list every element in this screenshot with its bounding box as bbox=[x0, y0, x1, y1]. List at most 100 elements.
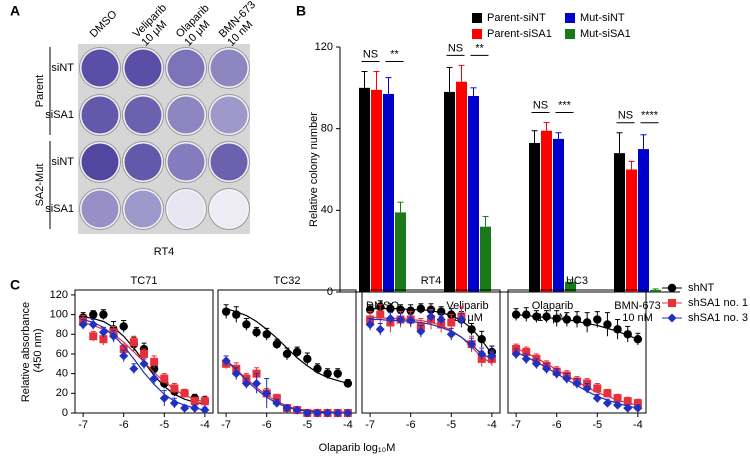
colonies bbox=[210, 143, 248, 181]
bar bbox=[468, 96, 479, 292]
bar bbox=[553, 138, 564, 292]
data-point bbox=[633, 335, 643, 344]
legend-label: Mut-siNT bbox=[580, 12, 625, 24]
significance-label: *** bbox=[558, 99, 572, 111]
bar bbox=[480, 226, 491, 292]
data-point bbox=[542, 364, 552, 374]
data-point bbox=[282, 349, 292, 359]
data-point bbox=[562, 315, 572, 324]
row-label: siNT bbox=[51, 62, 74, 74]
x-tick-label: -7 bbox=[78, 419, 88, 431]
significance-label: NS bbox=[618, 110, 633, 122]
data-point bbox=[521, 354, 531, 364]
bar bbox=[626, 169, 637, 292]
data-point bbox=[89, 332, 98, 341]
data-point bbox=[426, 312, 436, 322]
plot-frame bbox=[217, 289, 357, 414]
plot-frame bbox=[507, 289, 647, 414]
x-tick-label: BMN-673 10 nM bbox=[614, 300, 660, 324]
data-point bbox=[109, 331, 119, 341]
data-point bbox=[200, 397, 209, 406]
column-label: Olaparib10 μM bbox=[174, 2, 220, 48]
data-point bbox=[613, 394, 622, 403]
y-tick-label: 20 bbox=[56, 387, 68, 399]
data-point bbox=[582, 383, 592, 393]
colonies bbox=[124, 96, 162, 134]
y-tick-label: 0 bbox=[327, 286, 333, 298]
data-point bbox=[89, 310, 98, 319]
data-point bbox=[613, 400, 623, 410]
x-tick-label: -4 bbox=[487, 419, 497, 431]
data-point bbox=[602, 398, 612, 408]
data-point bbox=[623, 330, 632, 339]
data-point bbox=[231, 369, 241, 379]
bar bbox=[395, 212, 406, 292]
data-point bbox=[633, 399, 642, 408]
legend-label: Parent-siNT bbox=[487, 12, 546, 24]
y-tick-label: 100 bbox=[50, 309, 68, 321]
bar bbox=[565, 281, 576, 292]
legend-swatch bbox=[472, 13, 482, 23]
data-point bbox=[552, 369, 562, 379]
data-point bbox=[562, 374, 572, 384]
data-point bbox=[262, 388, 272, 398]
y-tick-label: 80 bbox=[321, 123, 333, 135]
data-point bbox=[312, 408, 322, 418]
data-point bbox=[623, 403, 633, 413]
colonies bbox=[81, 190, 119, 228]
colonies bbox=[210, 96, 248, 134]
data-point bbox=[522, 310, 531, 319]
data-point bbox=[582, 318, 592, 327]
y-tick-label: 40 bbox=[321, 204, 333, 216]
column-label: DMSO bbox=[88, 8, 120, 40]
data-point bbox=[272, 394, 281, 403]
data-point bbox=[139, 359, 149, 369]
data-point bbox=[140, 349, 148, 358]
bar bbox=[541, 130, 552, 292]
data-point bbox=[119, 345, 128, 354]
colonies bbox=[167, 190, 205, 228]
data-point bbox=[477, 349, 487, 359]
significance-label: **** bbox=[641, 110, 659, 122]
cell-line-label: RT4 bbox=[154, 246, 175, 258]
data-point bbox=[119, 322, 128, 331]
legend-swatch bbox=[565, 13, 575, 23]
data-point bbox=[376, 310, 385, 319]
row-label: siSA1 bbox=[45, 109, 74, 121]
x-tick-label: -4 bbox=[343, 419, 353, 431]
data-point bbox=[623, 397, 632, 406]
panel-label: C bbox=[10, 277, 20, 293]
row-label: siSA1 bbox=[45, 203, 74, 215]
data-point bbox=[242, 320, 251, 329]
data-point bbox=[385, 314, 395, 324]
x-tick-label: -7 bbox=[365, 419, 375, 431]
legend-swatch bbox=[565, 29, 575, 39]
data-point bbox=[170, 384, 179, 393]
colonies bbox=[81, 143, 119, 181]
data-point bbox=[447, 318, 456, 327]
data-point bbox=[572, 378, 582, 388]
significance-label: ** bbox=[390, 48, 399, 60]
plate bbox=[208, 188, 250, 230]
colonies bbox=[81, 96, 119, 134]
data-point bbox=[190, 397, 199, 406]
data-point bbox=[159, 393, 169, 403]
data-point bbox=[190, 403, 200, 413]
data-point bbox=[333, 369, 342, 378]
data-point bbox=[149, 374, 159, 384]
x-tick-label: -7 bbox=[221, 419, 231, 431]
data-point bbox=[603, 320, 612, 329]
y-tick-label: 40 bbox=[56, 368, 68, 380]
data-point bbox=[511, 349, 521, 359]
data-point bbox=[446, 329, 456, 339]
plate bbox=[165, 188, 207, 230]
x-tick-label: -5 bbox=[159, 419, 169, 431]
legend-marker bbox=[667, 313, 677, 323]
data-point bbox=[180, 403, 190, 413]
bar bbox=[456, 81, 467, 292]
significance-label: NS bbox=[363, 48, 378, 60]
data-point bbox=[272, 398, 282, 408]
x-tick-label: -5 bbox=[302, 419, 312, 431]
